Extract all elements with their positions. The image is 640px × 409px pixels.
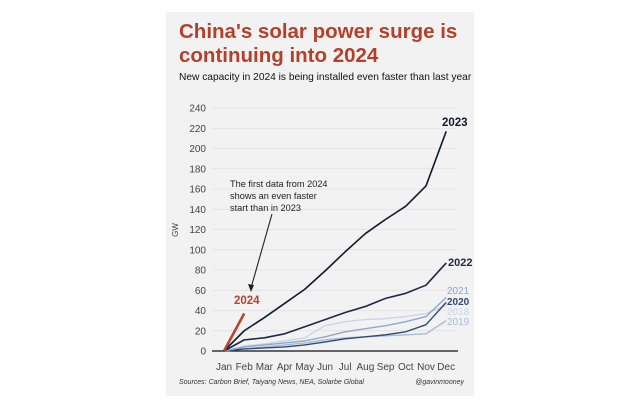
series-line-2019 (223, 320, 447, 352)
author-handle: @gavinmooney (415, 379, 464, 386)
series-line-2024 (222, 312, 246, 352)
x-tick-label: Mar (256, 362, 274, 373)
annotation-arrowhead (248, 284, 254, 292)
y-tick-label: 100 (189, 245, 206, 256)
annotation-line-2: shows an even faster (230, 191, 317, 201)
series-label-2023: 2023 (442, 117, 468, 129)
sources-text: Sources: Carbon Brief, Taiyang News, NEA… (179, 379, 364, 386)
x-tick-label: Feb (236, 362, 254, 373)
y-axis-label: GW (171, 223, 180, 237)
series-label-2022: 2022 (448, 257, 472, 269)
series-label-2020: 2020 (447, 297, 470, 308)
y-tick-label: 40 (195, 306, 207, 317)
y-tick-label: 240 (189, 104, 206, 115)
x-tick-label: Jul (339, 362, 352, 373)
y-tick-label: 200 (189, 144, 206, 155)
annotation: The first data from 2024 shows an even f… (230, 179, 328, 292)
line-chart: 0 20 40 60 80 100 120 140 160 180 200 220 240 Jan Feb… (171, 104, 472, 374)
x-axis-ticks: Jan Feb Mar Apr May Jun Jul Aug Sep Oct Nov Dec (216, 362, 455, 373)
x-tick-label: Aug (357, 362, 375, 373)
x-tick-label: Jan (216, 362, 232, 373)
series-label-2021: 2021 (447, 286, 470, 297)
annotation-line-3: start than in 2023 (230, 203, 301, 213)
y-tick-label: 80 (195, 266, 207, 277)
series-line-2018 (223, 304, 447, 352)
x-tick-label: Nov (417, 362, 435, 373)
chart-subtitle: New capacity in 2024 is being installed … (179, 72, 472, 83)
y-tick-label: 20 (195, 326, 207, 337)
series-line-2022 (223, 262, 447, 352)
series-line-2023 (223, 131, 447, 352)
y-tick-label: 180 (189, 164, 206, 175)
gridlines (212, 107, 458, 352)
annotation-arrow (250, 213, 273, 289)
series-lines (222, 131, 447, 352)
x-tick-label: Oct (398, 362, 414, 373)
x-tick-label: Dec (437, 362, 455, 373)
series-line-2021 (223, 296, 447, 352)
y-tick-label: 60 (195, 286, 207, 297)
chart-card: China's solar power surge is continuing … (166, 12, 474, 396)
x-tick-label: May (295, 362, 314, 373)
series-label-2024: 2024 (234, 295, 260, 307)
x-tick-label: Apr (277, 362, 293, 373)
annotation-line-1: The first data from 2024 (230, 179, 328, 189)
series-label-2019: 2019 (447, 317, 470, 328)
series-line-2020 (223, 301, 447, 352)
y-tick-label: 160 (189, 185, 206, 196)
y-axis-ticks: 0 20 40 60 80 100 120 140 160 180 200 220 240 (189, 104, 206, 358)
y-tick-label: 120 (189, 225, 206, 236)
y-tick-label: 220 (189, 124, 206, 135)
x-tick-label: Jun (317, 362, 333, 373)
series-label-2018: 2018 (447, 307, 470, 318)
y-tick-label: 140 (189, 205, 206, 216)
chart-title: China's solar power surge is continuing … (179, 20, 458, 67)
y-tick-label: 0 (200, 347, 206, 358)
x-tick-label: Sep (377, 362, 395, 373)
